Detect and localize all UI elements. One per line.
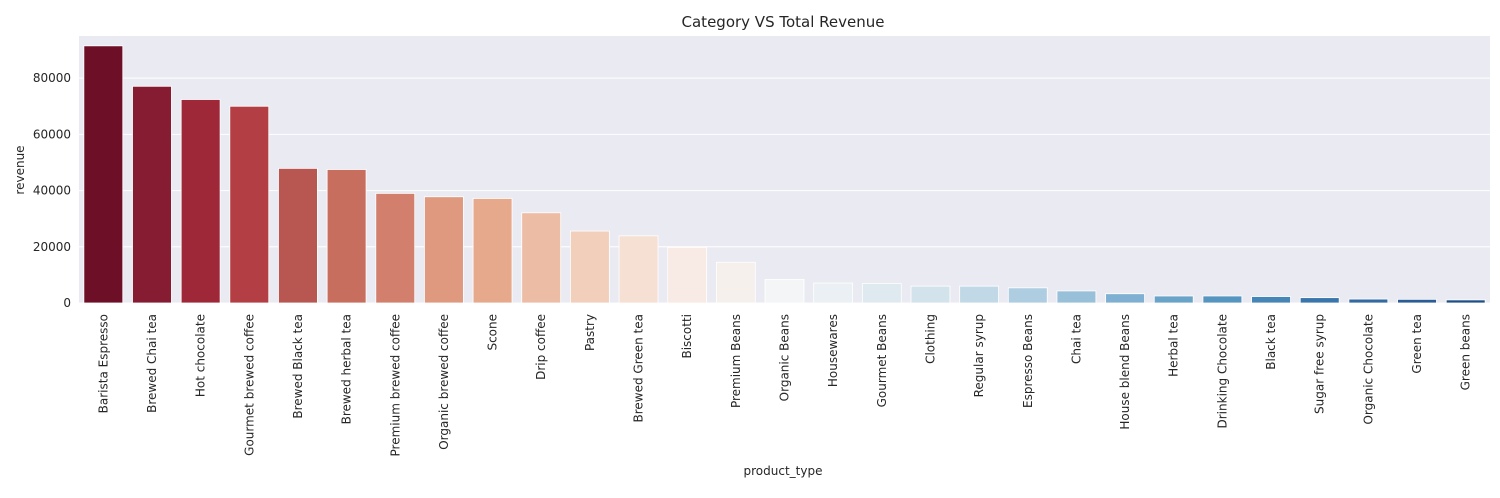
x-tick-label: Herbal tea: [1167, 314, 1181, 377]
y-tick-label: 0: [63, 296, 71, 310]
x-tick-label: Biscotti: [680, 314, 694, 359]
bar: [472, 198, 513, 304]
x-tick-label: Brewed Green tea: [632, 314, 646, 423]
bar: [521, 212, 562, 304]
x-tick-label: Hot chocolate: [194, 314, 208, 397]
x-tick-label: Green beans: [1459, 314, 1473, 390]
x-tick-label: Drip coffee: [534, 314, 548, 380]
y-tick-label: 80000: [33, 71, 71, 85]
bar: [1202, 295, 1243, 304]
bar: [83, 45, 124, 304]
x-tick-label: Clothing: [923, 314, 937, 364]
x-axis-ticks: Barista Espresso Brewed Chai tea Hot choco…: [96, 314, 1472, 456]
bar: [180, 99, 221, 304]
bar: [910, 285, 951, 304]
bar: [424, 196, 464, 304]
x-tick-label: Green tea: [1410, 314, 1424, 374]
x-tick-label: Regular syrup: [972, 314, 986, 397]
bar: [861, 283, 902, 304]
bar: [1105, 293, 1145, 304]
y-axis-ticks: 0 20000 40000 60000 80000: [33, 71, 71, 310]
x-tick-label: Sugar free syrup: [1313, 314, 1327, 414]
x-tick-label: Pastry: [583, 314, 597, 351]
bar: [229, 105, 270, 304]
x-tick-label: Espresso Beans: [1021, 314, 1035, 408]
bar: [375, 192, 416, 304]
bar: [326, 169, 367, 304]
y-tick-label: 40000: [33, 184, 71, 198]
x-tick-label: Gourmet brewed coffee: [242, 314, 256, 456]
x-axis-label: product_type: [744, 464, 823, 478]
x-tick-label: Housewares: [826, 314, 840, 387]
x-tick-label: Gourmet Beans: [875, 314, 889, 407]
x-tick-label: Barista Espresso: [96, 314, 110, 413]
bar: [618, 235, 659, 304]
x-tick-label: Organic brewed coffee: [437, 314, 451, 450]
bar: [764, 278, 805, 304]
bar: [278, 167, 318, 304]
x-tick-label: House blend Beans: [1118, 314, 1132, 430]
bar: [1056, 290, 1097, 304]
bar: [1007, 287, 1048, 304]
bar: [1251, 296, 1291, 304]
x-tick-label: Premium Beans: [729, 314, 743, 408]
x-tick-label: Premium brewed coffee: [388, 314, 402, 456]
bar: [667, 246, 708, 304]
x-tick-label: Brewed herbal tea: [340, 314, 354, 424]
x-tick-label: Brewed Black tea: [291, 314, 305, 419]
bar: [1397, 298, 1437, 304]
x-tick-label: Organic Chocolate: [1361, 314, 1375, 425]
bar: [813, 282, 854, 304]
x-tick-label: Drinking Chocolate: [1215, 314, 1229, 428]
chart-title: Category VS Total Revenue: [682, 13, 885, 31]
bar: [959, 285, 999, 304]
bars: [83, 45, 1486, 304]
bar: [1445, 299, 1486, 304]
bar: [132, 85, 172, 304]
y-tick-label: 60000: [33, 127, 71, 141]
y-tick-label: 20000: [33, 240, 71, 254]
bar: [570, 230, 610, 304]
bar: [1299, 297, 1340, 304]
x-tick-label: Chai tea: [1069, 314, 1083, 364]
x-tick-label: Organic Beans: [778, 314, 792, 401]
x-tick-label: Black tea: [1264, 314, 1278, 370]
x-tick-label: Scone: [486, 314, 500, 351]
y-axis-label: revenue: [13, 145, 27, 194]
bar: [1348, 298, 1389, 304]
bar: [715, 261, 756, 304]
x-tick-label: Brewed Chai tea: [145, 314, 159, 413]
bar: [1153, 295, 1194, 304]
